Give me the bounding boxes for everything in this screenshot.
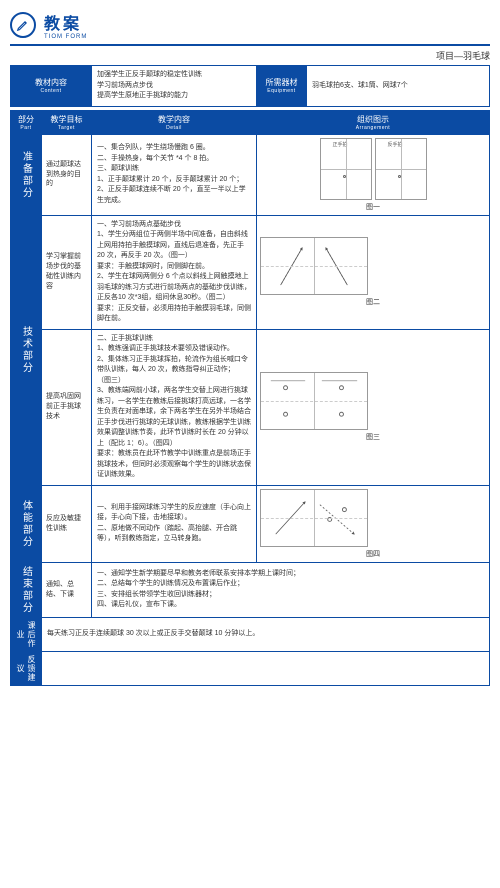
end-detail: 一、通知学生新学期要尽早和教务老师联系安排本学期上课时间； 二、总结每个学生的训… [92,562,490,617]
col-arrange: 组织图示Arrangement [257,110,490,134]
phys-diagram: 图四 [257,485,490,562]
tech-detail1: 一、学习前场两点基础步伐 1、学生分两组位于两侧半场中间准备，自由斜线上网用持拍… [92,215,257,329]
fb-name: 反馈建议 [11,651,42,685]
project-label: 项目—羽毛球 [10,49,490,62]
lesson-table: 教材内容Content 加强学生正反手颠球的稳定性训练 学习前场两点步伐 提高学… [10,65,490,686]
prep-target: 通过颠球达到热身的目的 [42,134,92,215]
tech-name: 技术部分 [11,215,42,485]
logo-icon [10,12,36,38]
col-detail: 教学内容Detail [92,110,257,134]
tech-target1: 学习掌握前场步伐的基础性训练内容 [42,215,92,329]
title-en: TIOM FORM [44,34,87,40]
title-cn: 教案 [44,10,87,34]
header: 教案 TIOM FORM [10,10,490,46]
tech-diagram2: 图三 [257,329,490,485]
tech-detail2: 二、正手挑球训练 1、教练强调正手挑球技术要领及错误动作。 2、集体练习正手挑球… [92,329,257,485]
prep-diagram: 正手拍 反手拍 图一 [257,134,490,215]
col-part: 部分Part [11,110,42,134]
end-target: 通知、总结、下课 [42,562,92,617]
phys-target: 反应及敏捷性训练 [42,485,92,562]
material-header: 教材内容Content [11,66,92,107]
equip-content: 羽毛球拍6支、球1筒、网球7个 [307,66,490,107]
equip-header: 所需器材Equipment [257,66,307,107]
phys-name: 体能部分 [11,485,42,562]
end-name: 结束部分 [11,562,42,617]
phys-detail: 一、利用手接网球练习学生的反应速度（手心向上接，手心向下接，击地接球）。 二、原… [92,485,257,562]
fb-content [42,651,490,685]
tech-target2: 提高巩固网前正手挑球技术 [42,329,92,485]
prep-name: 准备部分 [11,134,42,215]
col-target: 教学目标Target [42,110,92,134]
prep-detail: 一、集合列队，学生绕场慢跑 6 圈。 二、手操热身，每个关节 *4 个 8 拍。… [92,134,257,215]
tech-diagram1: 图二 [257,215,490,329]
material-content: 加强学生正反手颠球的稳定性训练 学习前场两点步伐 提高学生原地正手挑球的能力 [92,66,257,107]
hw-name: 课后作业 [11,617,42,651]
hw-text: 每天练习正反手连续颠球 30 次以上或正反手交替颠球 10 分钟以上。 [42,617,490,651]
